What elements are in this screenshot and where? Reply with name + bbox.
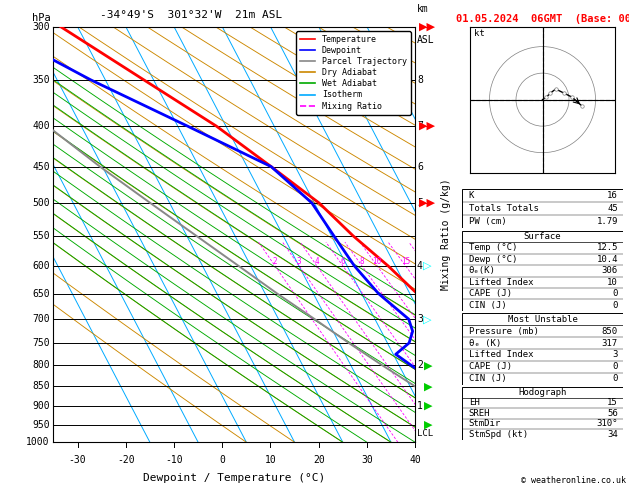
Text: CIN (J): CIN (J) (469, 374, 506, 383)
Text: 45: 45 (607, 204, 618, 213)
Text: StmDir: StmDir (469, 419, 501, 429)
Text: 700: 700 (32, 314, 50, 324)
Text: 0: 0 (613, 362, 618, 371)
Text: CAPE (J): CAPE (J) (469, 362, 512, 371)
Text: CIN (J): CIN (J) (469, 301, 506, 310)
Text: Dewpoint / Temperature (°C): Dewpoint / Temperature (°C) (143, 473, 325, 484)
Text: hPa: hPa (32, 13, 50, 22)
Text: Temp (°C): Temp (°C) (469, 243, 517, 252)
Text: 0: 0 (613, 374, 618, 383)
Text: 6: 6 (341, 257, 345, 266)
Text: ▶▶: ▶▶ (419, 198, 437, 208)
Text: 950: 950 (32, 419, 50, 430)
Text: 3: 3 (613, 350, 618, 360)
Text: 1.79: 1.79 (596, 217, 618, 226)
Text: ▶: ▶ (423, 419, 432, 430)
Text: 7: 7 (417, 121, 423, 131)
Text: ▶: ▶ (423, 360, 432, 370)
Text: 450: 450 (32, 162, 50, 172)
Text: 15: 15 (401, 257, 410, 266)
Text: 4: 4 (314, 257, 320, 266)
Text: 40: 40 (409, 455, 421, 465)
Text: 15: 15 (607, 399, 618, 407)
Text: 0: 0 (220, 455, 225, 465)
Text: 800: 800 (32, 360, 50, 370)
Text: Surface: Surface (524, 232, 561, 241)
Text: Mixing Ratio (g/kg): Mixing Ratio (g/kg) (441, 179, 451, 290)
Text: Pressure (mb): Pressure (mb) (469, 327, 538, 336)
Text: 10: 10 (265, 455, 276, 465)
Text: ▶▶: ▶▶ (419, 22, 437, 32)
Text: © weatheronline.co.uk: © weatheronline.co.uk (521, 476, 626, 485)
Text: 650: 650 (32, 289, 50, 298)
Text: 10: 10 (607, 278, 618, 287)
Text: 3: 3 (417, 314, 423, 324)
Text: K: K (469, 191, 474, 200)
Text: 500: 500 (32, 198, 50, 208)
Text: PW (cm): PW (cm) (469, 217, 506, 226)
Text: Totals Totals: Totals Totals (469, 204, 538, 213)
Text: 2: 2 (417, 360, 423, 370)
Text: θₑ (K): θₑ (K) (469, 339, 501, 347)
Text: 1: 1 (417, 401, 423, 411)
Text: ▷: ▷ (423, 261, 432, 271)
Text: kt: kt (474, 29, 484, 38)
Text: 310°: 310° (596, 419, 618, 429)
Text: 4: 4 (417, 261, 423, 271)
Text: 1000: 1000 (26, 437, 50, 447)
Text: -20: -20 (117, 455, 135, 465)
Text: Dewp (°C): Dewp (°C) (469, 255, 517, 264)
Text: ▷: ▷ (423, 314, 432, 324)
Text: 317: 317 (602, 339, 618, 347)
Legend: Temperature, Dewpoint, Parcel Trajectory, Dry Adiabat, Wet Adiabat, Isotherm, Mi: Temperature, Dewpoint, Parcel Trajectory… (296, 31, 411, 115)
Text: CAPE (J): CAPE (J) (469, 289, 512, 298)
Text: 16: 16 (607, 191, 618, 200)
Text: 56: 56 (607, 409, 618, 418)
Text: θₑ(K): θₑ(K) (469, 266, 496, 275)
Text: SREH: SREH (469, 409, 490, 418)
Text: 850: 850 (32, 381, 50, 391)
Text: 0: 0 (613, 301, 618, 310)
Text: Lifted Index: Lifted Index (469, 350, 533, 360)
Text: 34: 34 (607, 430, 618, 439)
Text: 306: 306 (602, 266, 618, 275)
Text: 30: 30 (361, 455, 373, 465)
Text: ▶▶: ▶▶ (419, 121, 437, 131)
Text: ▶: ▶ (423, 401, 432, 411)
Text: 300: 300 (32, 22, 50, 32)
Text: Hodograph: Hodograph (518, 388, 567, 397)
Text: 10: 10 (372, 257, 382, 266)
Text: 900: 900 (32, 401, 50, 411)
Text: 01.05.2024  06GMT  (Base: 00): 01.05.2024 06GMT (Base: 00) (456, 14, 629, 24)
Text: 12.5: 12.5 (596, 243, 618, 252)
Text: 2: 2 (273, 257, 277, 266)
Text: 550: 550 (32, 231, 50, 241)
Text: ASL: ASL (417, 35, 435, 45)
Text: ▶: ▶ (423, 381, 432, 391)
Text: LCL: LCL (417, 429, 433, 438)
Text: -10: -10 (165, 455, 183, 465)
Text: 8: 8 (417, 75, 423, 85)
Text: 5: 5 (417, 198, 423, 208)
Text: 400: 400 (32, 121, 50, 131)
Text: StmSpd (kt): StmSpd (kt) (469, 430, 528, 439)
Text: 8: 8 (360, 257, 364, 266)
Text: 20: 20 (313, 455, 325, 465)
Text: 850: 850 (602, 327, 618, 336)
Text: Lifted Index: Lifted Index (469, 278, 533, 287)
Text: km: km (417, 4, 429, 14)
Text: 350: 350 (32, 75, 50, 85)
Text: 6: 6 (417, 162, 423, 172)
Text: EH: EH (469, 399, 479, 407)
Text: 3: 3 (297, 257, 301, 266)
Text: -30: -30 (69, 455, 86, 465)
Text: Most Unstable: Most Unstable (508, 315, 577, 324)
Text: 750: 750 (32, 338, 50, 348)
Text: 10.4: 10.4 (596, 255, 618, 264)
Text: -34°49'S  301°32'W  21m ASL: -34°49'S 301°32'W 21m ASL (101, 11, 282, 20)
Text: 0: 0 (613, 289, 618, 298)
Text: 600: 600 (32, 261, 50, 271)
